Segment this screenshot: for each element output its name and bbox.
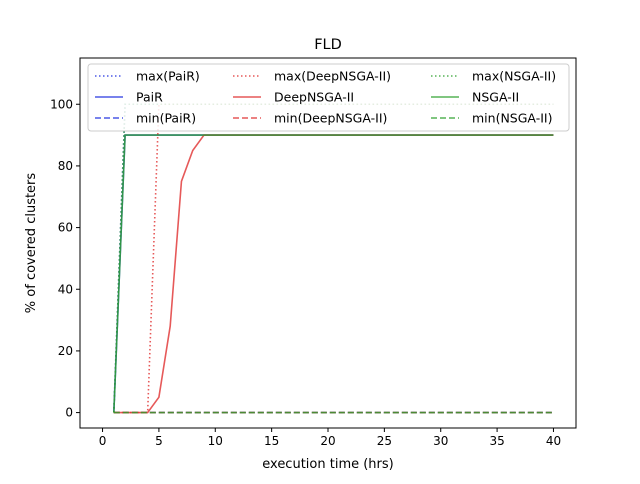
- series-line-deepnsga-ii: [113, 134, 554, 414]
- x-tick-label: 15: [264, 434, 279, 448]
- y-tick-label: 100: [50, 97, 73, 111]
- legend-label-min-pair: min(PaiR): [136, 111, 196, 126]
- y-axis-label: % of covered clusters: [24, 173, 39, 314]
- chart-title: FLD: [314, 37, 342, 53]
- legend-label-min-deepnsga-ii: min(DeepNSGA-II): [274, 111, 387, 126]
- legend-label-max-nsga-ii: max(NSGA-II): [472, 69, 556, 84]
- legend-label-max-pair: max(PaiR): [136, 69, 200, 84]
- x-tick-label: 30: [433, 434, 448, 448]
- y-tick-label: 20: [58, 344, 73, 358]
- x-tick-label: 0: [99, 434, 107, 448]
- ticks-layer: 0 5 10 15 20 25 30 35 40 0 20 40 60 80 100: [50, 97, 561, 448]
- x-tick-label: 40: [546, 434, 561, 448]
- legend-label-nsga-ii: NSGA-II: [472, 90, 519, 105]
- x-tick-label: 10: [208, 434, 223, 448]
- y-tick-label: 80: [58, 159, 73, 173]
- x-axis-label: execution time (hrs): [262, 457, 394, 472]
- x-tick-label: 25: [377, 434, 392, 448]
- x-tick-label: 20: [320, 434, 335, 448]
- y-tick-label: 40: [58, 282, 73, 296]
- legend-box: [87, 63, 570, 132]
- legend-label-pair: PaiR: [136, 90, 163, 105]
- x-tick-label: 5: [155, 434, 163, 448]
- legend-label-min-nsga-ii: min(NSGA-II): [472, 111, 552, 126]
- y-tick-label: 0: [65, 406, 73, 420]
- y-tick-label: 60: [58, 221, 73, 235]
- legend-label-max-deepnsga-ii: max(DeepNSGA-II): [274, 69, 391, 84]
- legend: max(PaiR) PaiR min(PaiR) max(DeepNSGA-II) De…: [87, 63, 570, 132]
- series-line-nsga-ii: [113, 134, 554, 413]
- x-tick-label: 35: [489, 434, 504, 448]
- legend-label-deepnsga-ii: DeepNSGA-II: [274, 90, 354, 105]
